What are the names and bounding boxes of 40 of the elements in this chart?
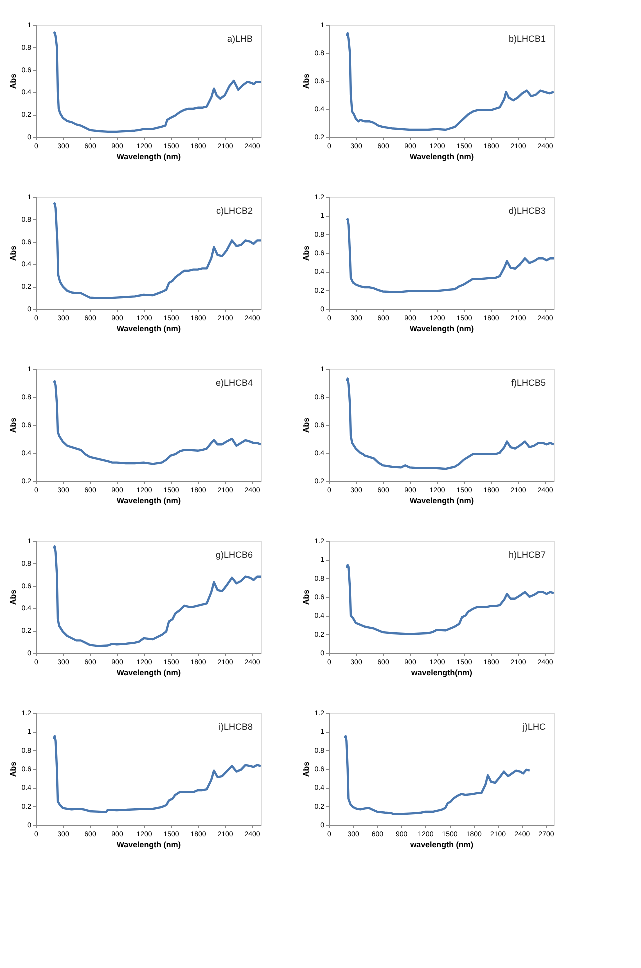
text: c)LHCB2: [216, 206, 253, 216]
line-series: [346, 564, 556, 636]
x-axis-title: Wavelength (nm): [410, 496, 474, 506]
y-axis-title: Abs: [302, 73, 311, 90]
text: g)LHCB6: [216, 550, 253, 560]
line-series: [52, 202, 262, 300]
y-axis-title: Abs: [302, 245, 311, 262]
text: h)LHCB7: [508, 550, 546, 560]
x-axis-title: Wavelength (nm): [116, 668, 182, 678]
line-series: [52, 735, 262, 814]
text: j)LHC: [522, 722, 546, 732]
y-axis-title: Abs: [302, 589, 311, 606]
text: i)LHCB8: [218, 722, 253, 732]
y-axis-title: Abs: [8, 73, 18, 90]
y-axis-title: Abs: [302, 761, 311, 778]
text: b)LHCB1: [508, 34, 546, 44]
line-series: [52, 32, 262, 134]
y-axis-title: Abs: [8, 245, 18, 262]
line-series: [52, 546, 262, 648]
x-axis-title: Wavelength (nm): [116, 324, 182, 334]
line-series: [346, 378, 556, 470]
line-series: [346, 218, 556, 294]
y-axis-title: Abs: [302, 417, 311, 434]
text: a)LHB: [227, 34, 253, 44]
y-axis-title: Abs: [8, 417, 18, 434]
x-axis-title: Wavelength (nm): [116, 496, 182, 506]
y-axis-title: Abs: [8, 589, 18, 606]
x-axis-title: Wavelength (nm): [410, 152, 474, 162]
line-series: [346, 32, 556, 132]
y-axis-title: Abs: [8, 761, 18, 778]
text: f)LHCB5: [511, 378, 546, 388]
x-axis-title: Wavelength (nm): [410, 324, 474, 334]
line-series: [344, 735, 531, 816]
line-series: [52, 380, 262, 466]
x-axis-title: Wavelength (nm): [116, 152, 182, 162]
x-axis-title: wavelength (nm): [409, 840, 474, 850]
text: e)LHCB4: [216, 378, 253, 388]
x-axis-title: wavelength(nm): [410, 668, 473, 678]
x-axis-title: Wavelength (nm): [116, 840, 182, 850]
text: d)LHCB3: [508, 206, 546, 216]
